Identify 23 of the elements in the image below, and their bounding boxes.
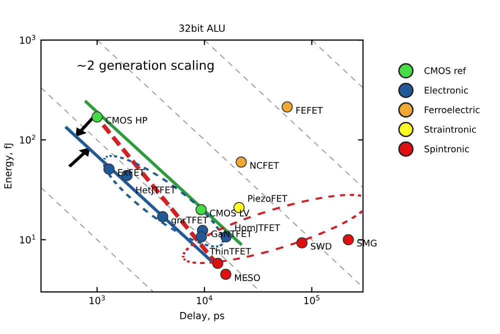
x-tick-label: 10$^{3}$ <box>90 295 105 304</box>
x-axis-title: Delay, ps <box>180 312 224 322</box>
legend-label: Ferroelectric <box>424 106 480 114</box>
y-tick-label: 10$^{1}$ <box>20 234 36 244</box>
annotation: gnrTFET <box>172 216 208 226</box>
annotation: MESO <box>234 274 260 282</box>
annotation: ThinTFET <box>210 248 252 255</box>
legend-label: Straintronic <box>424 126 476 133</box>
x-tick-label: 10$^{4}$ <box>196 295 212 304</box>
legend-label: CMOS ref <box>424 67 466 74</box>
annotation: FEFET <box>296 106 323 114</box>
chart-title: 32bit ALU <box>179 24 225 32</box>
annotation: SWD <box>310 242 332 250</box>
x-tick-label: 10$^{5}$ <box>304 295 320 304</box>
annotation: CMOS LV <box>210 210 250 216</box>
annotation: PiezoFET <box>248 194 288 202</box>
annotation: NCFET <box>250 162 280 169</box>
legend-label: Spintronic <box>424 145 469 154</box>
y-tick-label: 10$^{2}$ <box>20 134 36 144</box>
legend-label: Electronic <box>424 86 468 94</box>
annotation: ~2 generation scaling <box>78 60 214 72</box>
y-tick-label: 10$^{3}$ <box>20 34 36 44</box>
y-axis-title: Energy, fJ <box>4 144 14 188</box>
